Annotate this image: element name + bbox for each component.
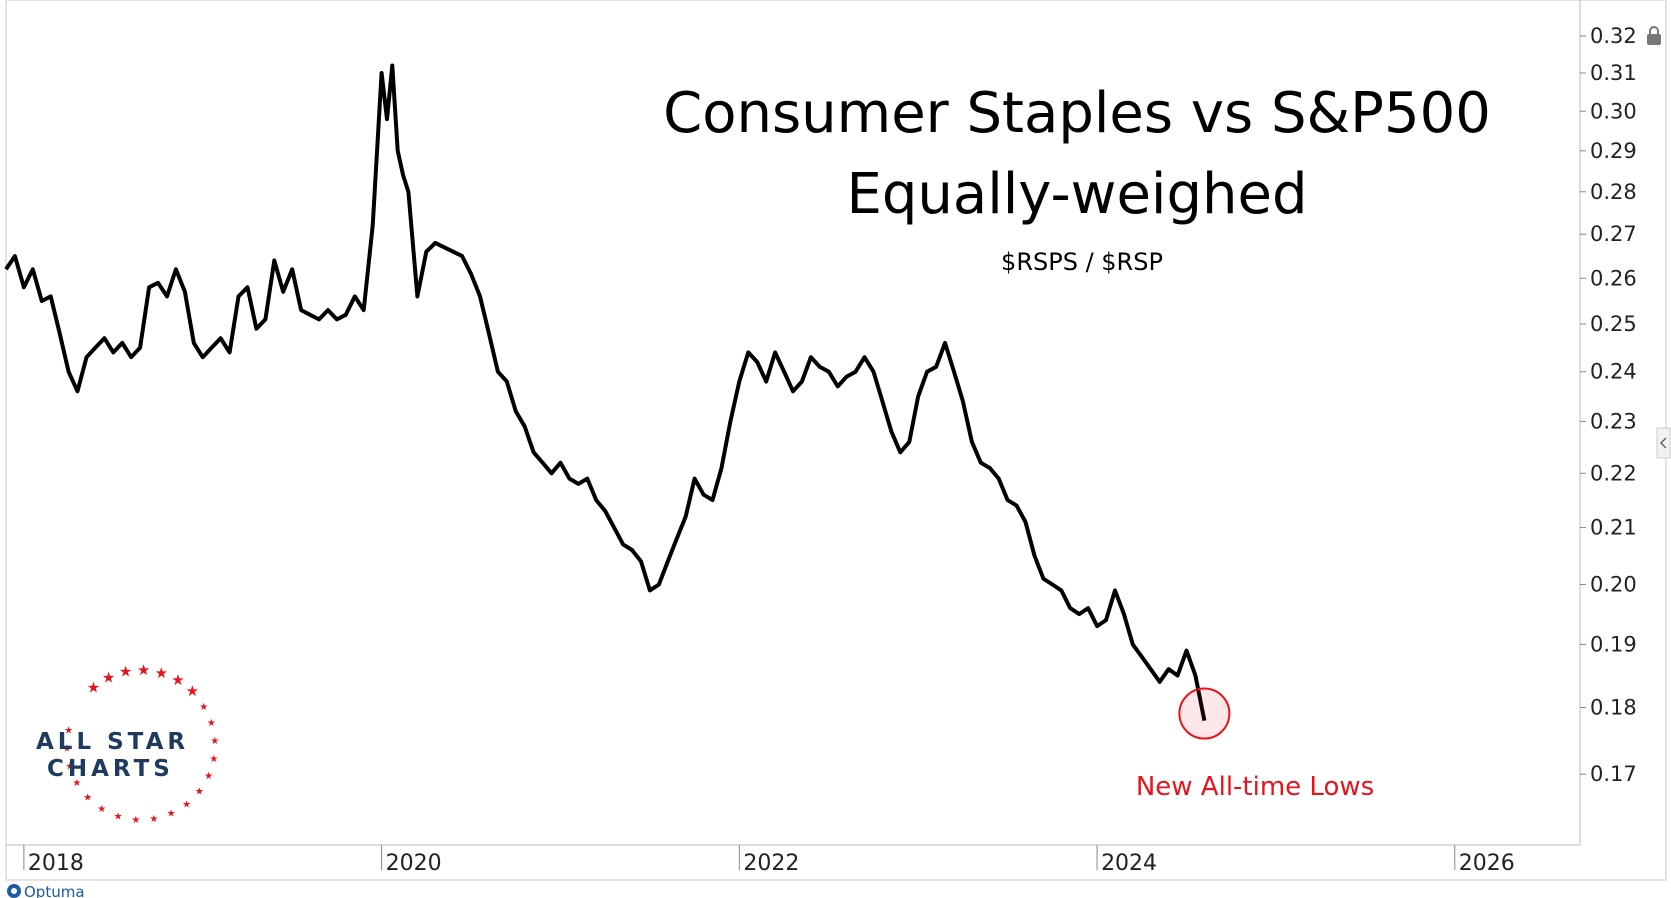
logo-star: ★: [87, 678, 100, 696]
y-tick-label: 0.19: [1590, 632, 1637, 656]
optuma-label: Optuma: [24, 883, 85, 898]
logo-star: ★: [186, 682, 199, 700]
logo-star: ★: [182, 799, 191, 810]
optuma-brand: Optuma: [7, 883, 85, 898]
logo-star: ★: [102, 668, 115, 686]
y-tick-label: 0.28: [1590, 180, 1637, 204]
logo-star: ★: [207, 718, 216, 729]
y-tick-label: 0.27: [1590, 222, 1637, 246]
x-tick-label: 2018: [28, 851, 84, 876]
logo-star: ★: [171, 671, 184, 689]
logo-star: ★: [63, 744, 72, 755]
all-star-charts-logo: ★★ ★ ★ ★ ★★★★★★★★★★★★★★★★★★★ ALL STAR CHARTS: [36, 661, 219, 826]
logo-star: ★: [149, 814, 158, 825]
logo-star: ★: [204, 771, 213, 782]
y-tick-label: 0.29: [1590, 139, 1637, 163]
series-group: [4, 63, 1207, 721]
logo-star: ★: [155, 664, 168, 682]
logo-star: ★: [83, 792, 92, 803]
new-low-marker: [1178, 687, 1231, 740]
x-tick-label: 2020: [386, 851, 442, 876]
logo-star: ★: [209, 754, 218, 765]
y-tick-label: 0.17: [1590, 762, 1637, 786]
chart-subtitle: $RSPS / $RSP: [1001, 248, 1163, 276]
y-axis-ticks: 0.17 0.18 0.19 0.20 0.21 0.22 0.23 0.24 0.25 0.26…: [1580, 24, 1637, 786]
logo-star: ★: [199, 702, 208, 713]
x-tick-label: 2024: [1101, 851, 1157, 876]
y-tick-label: 0.24: [1590, 360, 1637, 384]
chart-title-line2: Equally-weighed: [846, 162, 1307, 227]
logo-star: ★: [64, 726, 73, 737]
logo-text-line2: CHARTS: [47, 756, 174, 782]
lock-icon[interactable]: [1647, 26, 1661, 45]
series-line: [4, 63, 1207, 721]
logo-star: ★: [137, 661, 150, 679]
new-low-annotation: New All-time Lows: [1136, 772, 1374, 802]
y-tick-label: 0.26: [1590, 266, 1637, 290]
y-tick-label: 0.22: [1590, 461, 1637, 485]
logo-star-ring: ★★ ★ ★ ★ ★★★★★★★★★★★★★★★★★★★: [63, 661, 220, 826]
y-tick-label: 0.21: [1590, 516, 1637, 540]
x-tick-label: 2022: [743, 851, 799, 876]
y-tick-label: 0.30: [1590, 99, 1637, 123]
y-tick-label: 0.20: [1590, 573, 1637, 597]
logo-star: ★: [195, 787, 204, 798]
y-tick-label: 0.23: [1590, 409, 1637, 433]
logo-text-line1: ALL STAR: [36, 729, 189, 755]
logo-star: ★: [210, 736, 219, 747]
logo-star: ★: [167, 809, 176, 820]
x-tick-label: 2026: [1459, 851, 1515, 876]
y-tick-label: 0.18: [1590, 696, 1637, 720]
y-tick-label: 0.32: [1590, 24, 1637, 48]
y-tick-label: 0.31: [1590, 61, 1637, 85]
y-tick-label: 0.25: [1590, 312, 1637, 336]
x-axis-ticks: 2018 2020 2022 2024 2026: [23, 845, 1515, 876]
logo-star: ★: [119, 663, 132, 681]
logo-star: ★: [72, 778, 81, 789]
logo-star: ★: [131, 815, 140, 826]
logo-star: ★: [65, 761, 74, 772]
chart-title-line1: Consumer Staples vs S&P500: [663, 81, 1491, 146]
collapse-panel-icon[interactable]: [1656, 427, 1671, 459]
logo-star: ★: [97, 804, 106, 815]
logo-star: ★: [114, 811, 123, 822]
